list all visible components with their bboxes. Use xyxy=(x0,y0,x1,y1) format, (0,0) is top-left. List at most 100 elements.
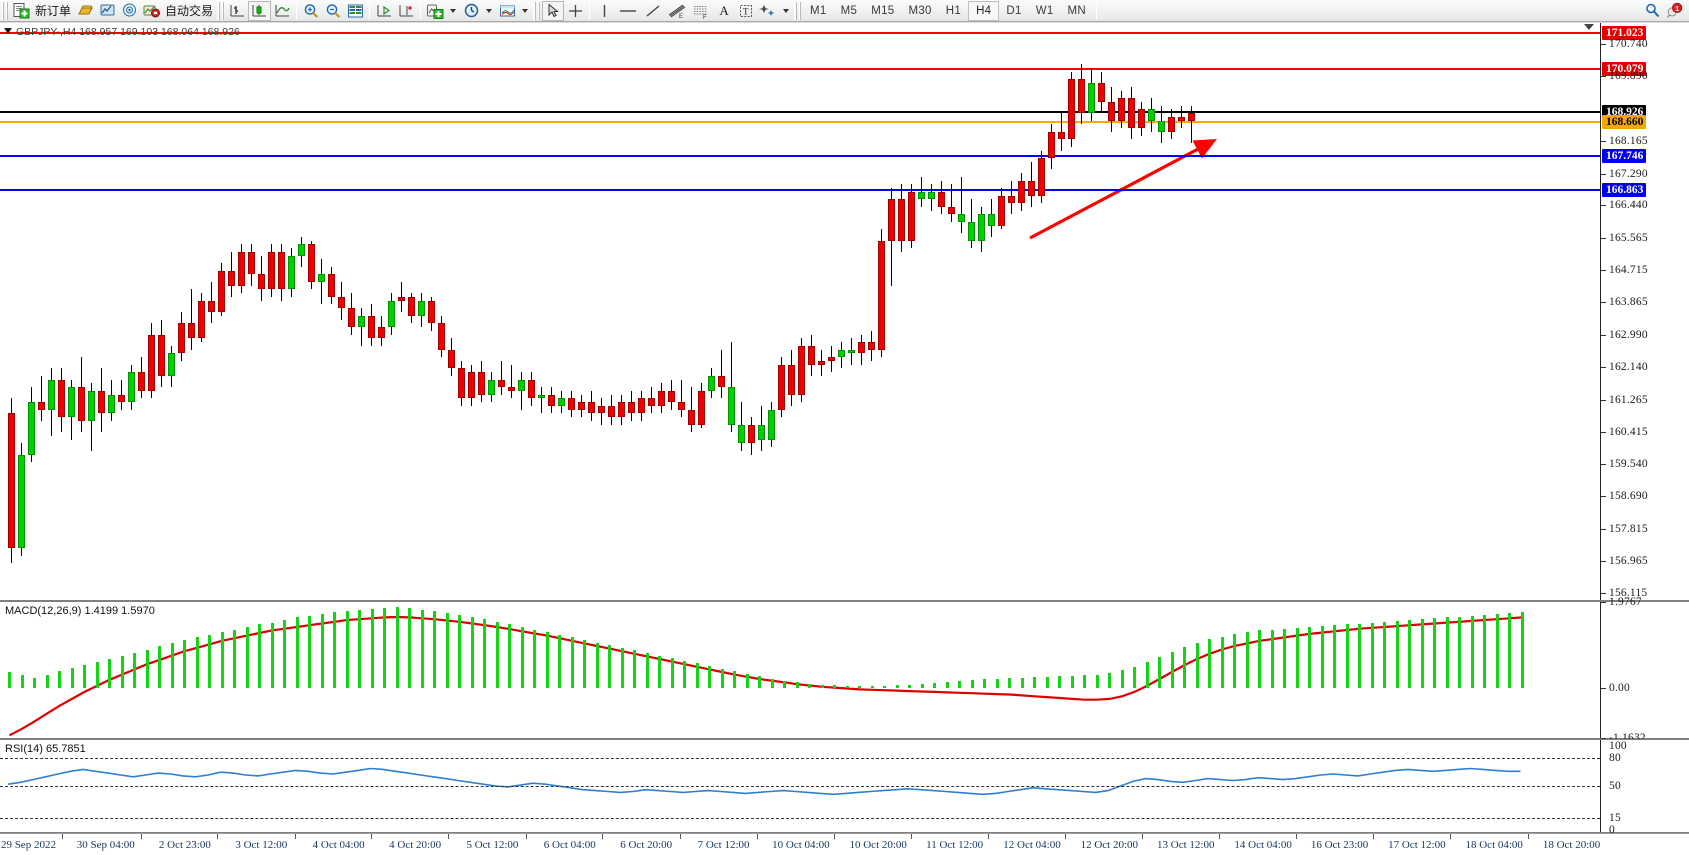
crosshair-icon[interactable] xyxy=(564,1,586,21)
rsi-axis-scale[interactable]: 100 80 50 15 0 xyxy=(1600,740,1689,836)
macd-histogram-bar xyxy=(1058,676,1061,688)
zoom-in-icon[interactable] xyxy=(300,1,322,21)
price-pane[interactable]: GBPJPY-,H4 168.957 169.103 168.064 168.9… xyxy=(0,23,1689,601)
auto-trading-label[interactable]: 自动交易 xyxy=(165,4,214,18)
support-line-166[interactable] xyxy=(0,188,1600,191)
chart-collapse-icon[interactable] xyxy=(4,28,12,34)
current-price-line[interactable] xyxy=(0,111,1600,114)
zoom-out-icon[interactable] xyxy=(322,1,344,21)
fibonacci-icon[interactable]: F xyxy=(689,1,713,21)
templates-dropdown-icon[interactable] xyxy=(522,8,529,13)
timeframe-h1[interactable]: H1 xyxy=(945,4,962,17)
candle-body xyxy=(88,390,95,421)
data-window-icon[interactable] xyxy=(344,1,366,21)
price-tick xyxy=(1601,205,1606,207)
price-axis-label: 156.965 xyxy=(1609,555,1648,568)
rsi-level-80 xyxy=(0,758,1600,760)
rsi-line-path xyxy=(7,767,1521,796)
add-indicator-icon[interactable] xyxy=(424,1,446,21)
candle-body xyxy=(868,342,875,350)
timeframe-m30[interactable]: M30 xyxy=(908,4,932,17)
toolbar-grip[interactable] xyxy=(1,1,8,20)
period-dropdown-icon[interactable] xyxy=(486,8,493,13)
candle-body xyxy=(708,375,715,391)
find-icon[interactable] xyxy=(1641,1,1663,21)
shift-end-icon[interactable] xyxy=(373,1,395,21)
pane-collapse-icon[interactable] xyxy=(1584,24,1594,30)
macd-histogram-bar xyxy=(1370,622,1374,688)
timeframe-d1[interactable]: D1 xyxy=(1006,4,1022,17)
support-line-167[interactable] xyxy=(0,155,1600,158)
shapes-icon[interactable] xyxy=(757,1,779,21)
toolbar-grip-3[interactable] xyxy=(533,1,541,20)
timeframe-h4[interactable]: H4 xyxy=(968,0,1000,21)
toolbar-grip-4[interactable] xyxy=(794,1,802,20)
terminal-icon[interactable] xyxy=(96,1,118,21)
macd-histogram-bar xyxy=(133,652,136,688)
add-indicator-dropdown-icon[interactable] xyxy=(450,8,457,13)
candle-body xyxy=(578,402,585,410)
line-chart-icon[interactable] xyxy=(271,1,293,21)
shapes-dropdown-icon[interactable] xyxy=(783,8,790,13)
gold-bar-icon[interactable] xyxy=(74,1,96,21)
timeframe-m15[interactable]: M15 xyxy=(871,4,895,17)
price-plot-area[interactable] xyxy=(0,23,1600,600)
alerts-icon[interactable]: 1 xyxy=(1663,2,1685,20)
cursor-icon[interactable] xyxy=(542,0,565,21)
time-axis-label: 11 Oct 12:00 xyxy=(926,839,984,851)
macd-histogram-bar xyxy=(395,607,399,688)
rsi-pane[interactable]: RSI(14) 65.7851 100 80 50 15 0 xyxy=(0,739,1689,836)
vertical-line-icon[interactable] xyxy=(593,1,615,21)
resistance-line-170[interactable] xyxy=(0,67,1600,70)
svg-text:F: F xyxy=(703,15,707,19)
period-icon[interactable] xyxy=(460,1,482,21)
macd-histogram-bar xyxy=(508,624,511,688)
time-axis-separator xyxy=(910,834,912,839)
macd-histogram-bar xyxy=(308,615,311,688)
macd-histogram-bar xyxy=(433,611,436,688)
auto-scroll-icon[interactable] xyxy=(395,1,417,21)
trendline-icon[interactable] xyxy=(641,1,665,21)
equidistant-channel-icon[interactable]: E xyxy=(665,1,689,21)
timeframe-m5[interactable]: M5 xyxy=(840,4,858,17)
resistance-line-171[interactable] xyxy=(0,32,1600,35)
candle-body xyxy=(588,402,595,414)
price-axis-label: 168.165 xyxy=(1609,134,1648,147)
price-axis-label: 156.115 xyxy=(1609,586,1648,599)
macd-tick xyxy=(1601,738,1606,739)
candle-body xyxy=(148,334,155,391)
auto-trading-icon[interactable] xyxy=(140,1,162,21)
macd-plot-area[interactable] xyxy=(0,602,1600,738)
text-icon[interactable]: A xyxy=(719,2,729,18)
macd-histogram-bar xyxy=(670,658,674,688)
macd-pane[interactable]: MACD(12,26,9) 1.4199 1.5970 1.9767 0.00 -1… xyxy=(0,596,1689,744)
macd-histogram-bar xyxy=(1508,613,1511,688)
candlestick-chart-icon[interactable] xyxy=(248,0,272,21)
timeframe-w1[interactable]: W1 xyxy=(1035,4,1054,17)
price-tick xyxy=(1601,238,1606,240)
new-order-label[interactable]: 新订单 xyxy=(35,4,72,18)
uptrend-arrow[interactable] xyxy=(1029,139,1217,240)
candle-body xyxy=(518,379,525,391)
templates-icon[interactable] xyxy=(496,1,518,21)
macd-histogram-bar xyxy=(995,678,999,688)
timeframe-m1[interactable]: M1 xyxy=(810,4,827,17)
pivot-line-168[interactable] xyxy=(0,121,1600,124)
time-axis[interactable]: 29 Sep 2022 30 Sep 04:00 2 Oct 23:00 3 Oct … xyxy=(0,833,1689,855)
macd-histogram-bar xyxy=(558,634,561,688)
rsi-plot-area[interactable] xyxy=(0,740,1600,832)
horizontal-line-icon[interactable] xyxy=(615,1,641,21)
text-label-icon[interactable]: T xyxy=(735,1,757,21)
price-tick xyxy=(1601,44,1606,46)
candle-body xyxy=(268,251,275,290)
macd-axis-scale[interactable]: 1.9767 0.00 -1.1632 xyxy=(1600,596,1689,744)
candle-wick xyxy=(731,342,732,433)
bar-chart-icon[interactable] xyxy=(226,1,248,21)
timeframe-mn[interactable]: MN xyxy=(1067,4,1087,17)
macd-histogram-bar xyxy=(370,608,374,688)
toolbar-grip-2[interactable] xyxy=(217,1,225,20)
new-order-icon[interactable] xyxy=(10,1,32,21)
signals-icon[interactable] xyxy=(118,1,140,21)
candle-body xyxy=(458,368,465,399)
price-axis-scale[interactable]: 171.023 170.740 170.079 169.890 168.926 168.6… xyxy=(1600,23,1689,600)
